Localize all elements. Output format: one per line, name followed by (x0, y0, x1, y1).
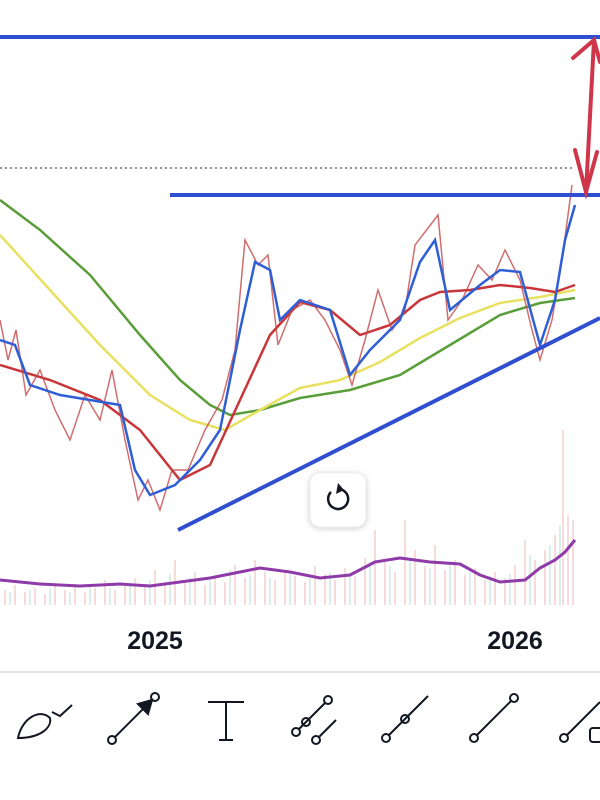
volume-bars (4, 430, 574, 605)
volume-average (0, 539, 577, 588)
toolbar (16, 692, 600, 745)
ray-tool[interactable] (381, 695, 429, 743)
price-line (0, 204, 577, 497)
brush-tool[interactable] (16, 704, 73, 740)
reset-button[interactable] (309, 472, 367, 528)
support-trendline (177, 316, 600, 532)
ma-mid (0, 234, 576, 432)
text-tool[interactable] (208, 701, 244, 741)
parallel-channel-tool[interactable] (291, 695, 337, 745)
x-axis-label: 2025 (127, 627, 183, 655)
price-candles (0, 184, 573, 513)
target-arrow (571, 36, 600, 200)
x-axis-label: 2026 (487, 627, 543, 655)
arrow-tool[interactable] (107, 692, 160, 745)
trendline-tool[interactable] (469, 693, 519, 743)
extended-line-tool[interactable] (559, 701, 600, 743)
